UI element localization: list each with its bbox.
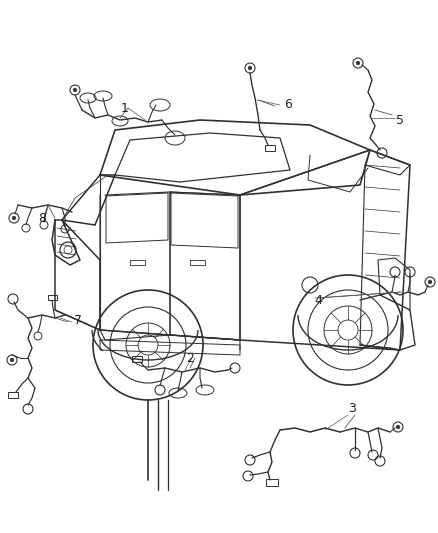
Circle shape (12, 216, 16, 220)
Bar (132, 356, 142, 362)
Bar (47, 295, 57, 300)
Text: 8: 8 (38, 212, 46, 224)
Text: 4: 4 (314, 294, 322, 306)
Circle shape (356, 61, 360, 64)
Text: 3: 3 (348, 401, 356, 415)
Text: 5: 5 (396, 114, 404, 126)
Bar (265, 145, 275, 151)
Text: 2: 2 (186, 351, 194, 365)
Circle shape (428, 280, 432, 284)
Circle shape (73, 88, 77, 92)
Bar (266, 479, 278, 486)
Bar (8, 392, 18, 398)
Circle shape (10, 358, 14, 362)
Text: 7: 7 (74, 313, 82, 327)
Circle shape (396, 425, 400, 429)
Text: 6: 6 (284, 99, 292, 111)
Circle shape (248, 66, 252, 70)
Text: 1: 1 (121, 101, 129, 115)
